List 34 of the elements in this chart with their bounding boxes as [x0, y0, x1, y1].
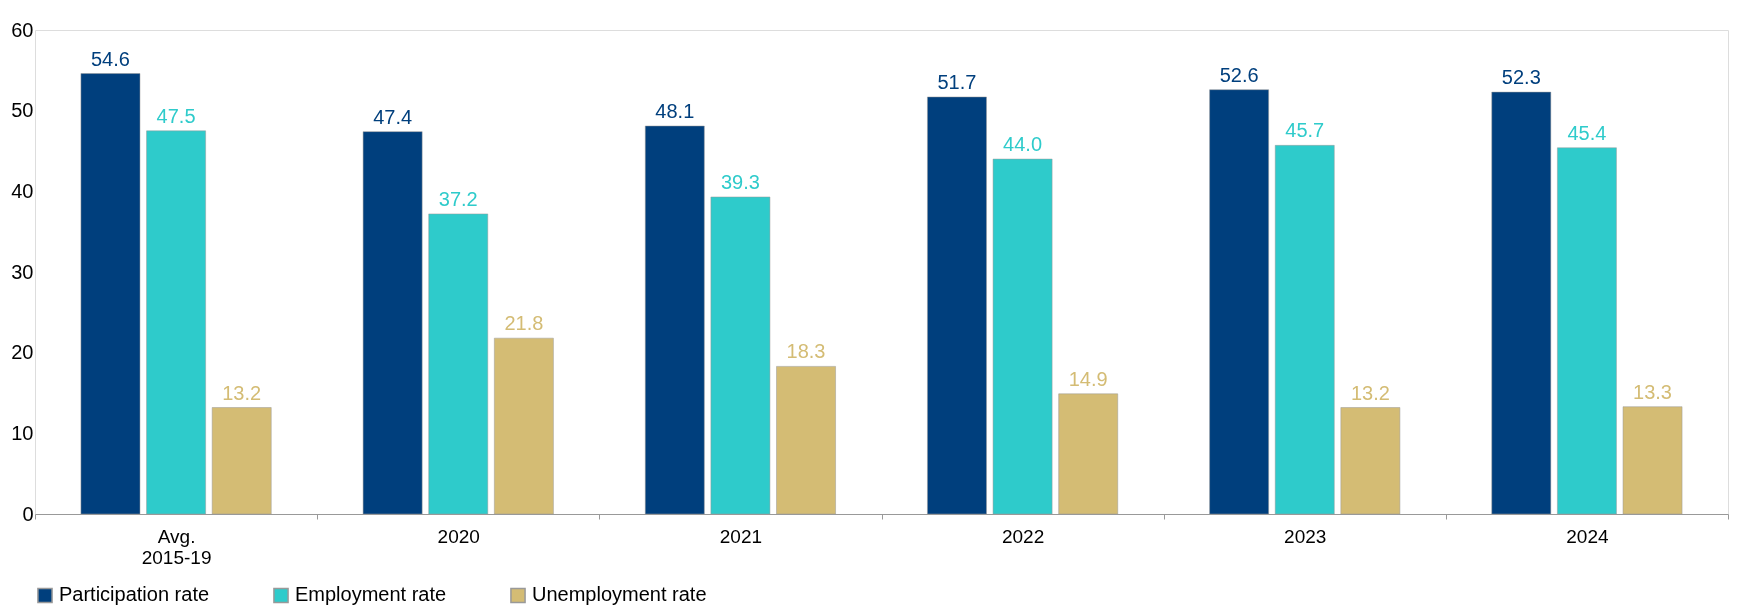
- data-label: 45.7: [1285, 119, 1325, 142]
- data-label: 13.2: [1350, 381, 1390, 404]
- data-label: 44.0: [1003, 133, 1043, 156]
- data-label: 51.7: [937, 70, 977, 93]
- legend-label: Participation rate: [59, 583, 210, 606]
- legend-label: Unemployment rate: [532, 583, 707, 606]
- data-label: 52.6: [1219, 63, 1259, 86]
- data-label: 18.3: [786, 340, 826, 363]
- y-tick-label: 20: [11, 341, 34, 364]
- data-label: 13.3: [1633, 380, 1673, 403]
- x-tick-label: 2021: [719, 525, 763, 547]
- data-label: 45.4: [1567, 121, 1607, 144]
- y-tick-label: 50: [11, 99, 34, 122]
- data-label: 47.5: [156, 104, 196, 127]
- y-tick-label: 30: [11, 260, 34, 283]
- data-label: 13.2: [222, 381, 262, 404]
- x-tick-label: Avg. 2015-19: [141, 525, 212, 568]
- data-label: 48.1: [655, 99, 695, 122]
- data-label: 47.4: [373, 105, 413, 128]
- y-tick-label: 40: [11, 179, 34, 202]
- x-tick-label: 2020: [437, 525, 480, 547]
- legend-label: Employment rate: [295, 583, 447, 606]
- x-tick-label: 2023: [1284, 525, 1327, 547]
- y-tick-label: 60: [11, 18, 34, 41]
- y-tick-label: 0: [22, 502, 34, 525]
- data-label: 21.8: [504, 312, 544, 335]
- data-label: 14.9: [1068, 367, 1108, 390]
- data-label: 39.3: [720, 170, 760, 193]
- x-tick-label: 2022: [1001, 525, 1045, 547]
- x-tick-label: 2024: [1566, 525, 1609, 547]
- data-label: 37.2: [438, 187, 478, 210]
- data-label: 54.6: [90, 47, 130, 70]
- data-label: 52.3: [1501, 66, 1541, 89]
- y-tick-label: 10: [11, 421, 34, 444]
